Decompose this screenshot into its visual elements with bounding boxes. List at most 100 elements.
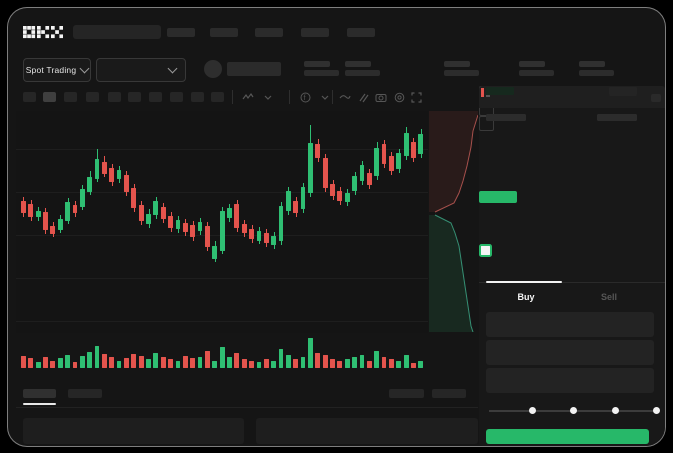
nav-item-placeholder[interactable]: [210, 28, 238, 37]
bottom-link-1[interactable]: [389, 389, 424, 398]
slider-handle[interactable]: [479, 244, 492, 257]
indicators-chevron-icon[interactable]: [318, 90, 332, 104]
candle-type-chevron-icon[interactable]: [261, 90, 275, 104]
amount-field[interactable]: [486, 340, 654, 365]
candle-body: [28, 204, 34, 217]
volume-bar: [57, 358, 63, 368]
candle-body: [330, 184, 335, 196]
bid-amount-placeholder: [609, 87, 637, 95]
indicators-icon[interactable]: f: [298, 90, 312, 104]
bid-row[interactable]: [479, 87, 665, 244]
bid-row[interactable]: [479, 87, 665, 234]
slider-step-dot[interactable]: [528, 407, 536, 414]
tab-buy[interactable]: Buy: [517, 292, 535, 302]
candle-body: [87, 177, 93, 192]
active-tab-underline: [23, 403, 56, 405]
ask-row[interactable]: [479, 87, 665, 151]
last-price-row[interactable]: [479, 88, 665, 204]
candle-body: [168, 216, 173, 228]
candle-body: [403, 133, 409, 156]
buy-submit-button[interactable]: [486, 429, 649, 444]
candle-body: [197, 222, 203, 231]
timeframe-button[interactable]: [43, 92, 56, 102]
tab-sell[interactable]: Sell: [600, 292, 617, 302]
ask-row[interactable]: [479, 87, 665, 141]
ask-row[interactable]: [479, 87, 665, 181]
nav-item-placeholder[interactable]: [301, 28, 329, 37]
market-stat-label: [519, 61, 545, 67]
slider-step-dot[interactable]: [611, 407, 619, 414]
bottom-tab-1[interactable]: [23, 389, 56, 398]
line-tool-icon[interactable]: [338, 90, 352, 104]
candle-body: [337, 191, 343, 201]
volume-bars: [16, 337, 428, 370]
timeframe-button[interactable]: [170, 92, 183, 102]
candle-body: [72, 205, 78, 213]
nav-item-placeholder[interactable]: [347, 28, 375, 37]
candle-body: [182, 223, 188, 232]
candle-body: [322, 158, 328, 188]
market-stat-value: [444, 70, 479, 76]
settings-icon[interactable]: [392, 90, 406, 104]
nav-item-placeholder[interactable]: [167, 28, 195, 37]
market-type-selector[interactable]: Spot Trading: [23, 58, 91, 82]
volume-bar: [190, 358, 196, 368]
market-stat-label: [345, 61, 371, 67]
volume-bar: [43, 357, 48, 368]
market-stat-label: [444, 61, 470, 67]
candle-body: [65, 202, 70, 221]
volume-bar: [227, 357, 232, 368]
bottom-link-2[interactable]: [432, 389, 466, 398]
okx-logo[interactable]: [23, 26, 64, 39]
bottom-tab-2[interactable]: [68, 389, 102, 398]
book-depth-select[interactable]: [651, 94, 661, 102]
candle-type-icon[interactable]: [241, 90, 255, 104]
volume-bar: [116, 361, 122, 368]
fullscreen-icon[interactable]: [409, 90, 423, 104]
volume-bar: [241, 359, 247, 368]
bottom-panel-right: [256, 418, 478, 444]
timeframe-button[interactable]: [86, 92, 99, 102]
volume-bar: [271, 361, 277, 368]
timeframe-button[interactable]: [191, 92, 204, 102]
timeframe-button[interactable]: [64, 92, 77, 102]
ask-row[interactable]: [479, 87, 665, 171]
candle-body: [94, 159, 100, 179]
book-header-right: [597, 114, 637, 121]
pair-selector-dropdown[interactable]: [96, 58, 186, 82]
timeframe-button[interactable]: [149, 92, 162, 102]
bid-row[interactable]: [479, 87, 665, 224]
search-input[interactable]: [73, 25, 161, 39]
volume-bar: [50, 361, 56, 368]
candle-body: [205, 226, 210, 247]
candle-body: [263, 233, 269, 243]
candle-body: [124, 175, 129, 192]
ask-row[interactable]: [479, 87, 665, 161]
candle-body: [219, 211, 225, 251]
volume-bar: [79, 356, 85, 368]
volume-bar: [249, 361, 254, 368]
timeframe-button[interactable]: [211, 92, 224, 102]
volume-bar: [168, 359, 173, 368]
price-field[interactable]: [486, 312, 654, 337]
volume-bar: [285, 355, 291, 368]
volume-bar: [160, 357, 166, 368]
volume-bar: [124, 358, 129, 368]
total-field[interactable]: [486, 368, 654, 393]
bid-row[interactable]: [479, 87, 665, 214]
candle-body: [411, 142, 416, 158]
market-type-label: Spot Trading: [25, 65, 77, 75]
timeframe-button[interactable]: [128, 92, 141, 102]
timeframe-button[interactable]: [23, 92, 36, 102]
candle-body: [35, 211, 41, 217]
candle-body: [109, 168, 115, 182]
camera-icon[interactable]: [374, 90, 388, 104]
timeframe-button[interactable]: [108, 92, 121, 102]
slider-step-dot[interactable]: [653, 407, 660, 414]
candle-body: [43, 212, 48, 230]
candle-body: [256, 231, 262, 241]
nav-item-placeholder[interactable]: [255, 28, 283, 37]
compare-icon[interactable]: [356, 90, 370, 104]
slider-step-dot[interactable]: [570, 407, 577, 414]
ask-row[interactable]: [479, 87, 665, 191]
